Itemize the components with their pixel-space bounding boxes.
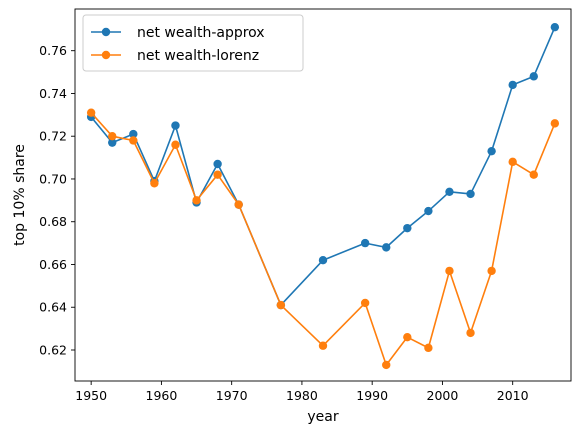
data-point <box>360 238 370 248</box>
data-point <box>445 187 454 196</box>
y-tick-label: 0.76 <box>39 43 67 58</box>
data-point <box>108 138 117 147</box>
y-tick-label: 0.72 <box>39 129 67 144</box>
data-point <box>550 119 560 128</box>
x-tick-label: 1970 <box>216 388 248 403</box>
data-point <box>360 298 370 308</box>
data-point <box>424 343 433 353</box>
data-point <box>403 332 412 342</box>
legend-item: net wealth-lorenz <box>91 48 259 64</box>
y-tick-label: 0.70 <box>39 171 67 186</box>
plot-frame <box>74 8 572 382</box>
y-axis-label: top 10% share <box>12 144 28 246</box>
data-point <box>108 132 117 141</box>
legend: net wealth-approx net wealth-lorenz <box>82 14 304 72</box>
series-line <box>90 26 556 306</box>
series-2 <box>86 108 560 370</box>
legend-marker <box>101 27 111 37</box>
x-tick-label: 1960 <box>146 388 178 403</box>
data-point <box>276 300 286 310</box>
data-point <box>129 136 138 145</box>
data-point <box>550 22 560 32</box>
data-point <box>171 140 180 149</box>
legend-label: net wealth-lorenz <box>137 48 259 64</box>
data-point <box>508 157 517 167</box>
data-point <box>466 189 475 199</box>
data-point <box>403 223 412 233</box>
data-point <box>529 170 538 179</box>
data-point <box>529 72 538 81</box>
x-tick-label: 2000 <box>427 388 459 403</box>
y-tick-label: 0.64 <box>39 300 67 315</box>
y-tick-label: 0.68 <box>39 214 67 229</box>
x-tick-label: 2010 <box>497 388 529 403</box>
data-point <box>86 108 96 117</box>
y-tick-label: 0.74 <box>39 86 67 101</box>
series-layer <box>86 22 560 370</box>
data-point <box>129 129 138 139</box>
data-point <box>466 328 475 338</box>
data-point <box>487 146 496 156</box>
data-point <box>382 243 391 252</box>
x-axis-label: year <box>307 409 338 425</box>
legend-marker <box>101 50 111 60</box>
legend-label: net wealth-approx <box>137 25 265 41</box>
data-point <box>445 266 454 276</box>
x-tick-label: 1950 <box>75 388 107 403</box>
data-point <box>508 80 517 90</box>
x-tick-label: 1990 <box>356 388 388 403</box>
data-point <box>150 179 159 188</box>
data-point <box>487 266 496 276</box>
series-line <box>90 112 556 366</box>
y-tick-label: 0.62 <box>39 343 67 358</box>
data-point <box>213 159 222 169</box>
data-point <box>234 200 243 209</box>
axis-ticks: 1950 1960 1970 1980 1990 2000 2010 0.62 0.64 0.66… <box>39 43 528 403</box>
data-point <box>424 206 433 216</box>
data-point <box>192 196 201 205</box>
data-point <box>318 341 328 350</box>
data-point <box>382 360 391 370</box>
legend-item: net wealth-approx <box>91 25 265 41</box>
x-tick-label: 1980 <box>286 388 318 403</box>
data-point <box>171 121 180 130</box>
legend-box <box>82 14 304 72</box>
axes-frame <box>74 8 572 382</box>
y-tick-label: 0.66 <box>39 257 67 272</box>
data-point <box>213 170 222 179</box>
data-point <box>318 256 328 265</box>
